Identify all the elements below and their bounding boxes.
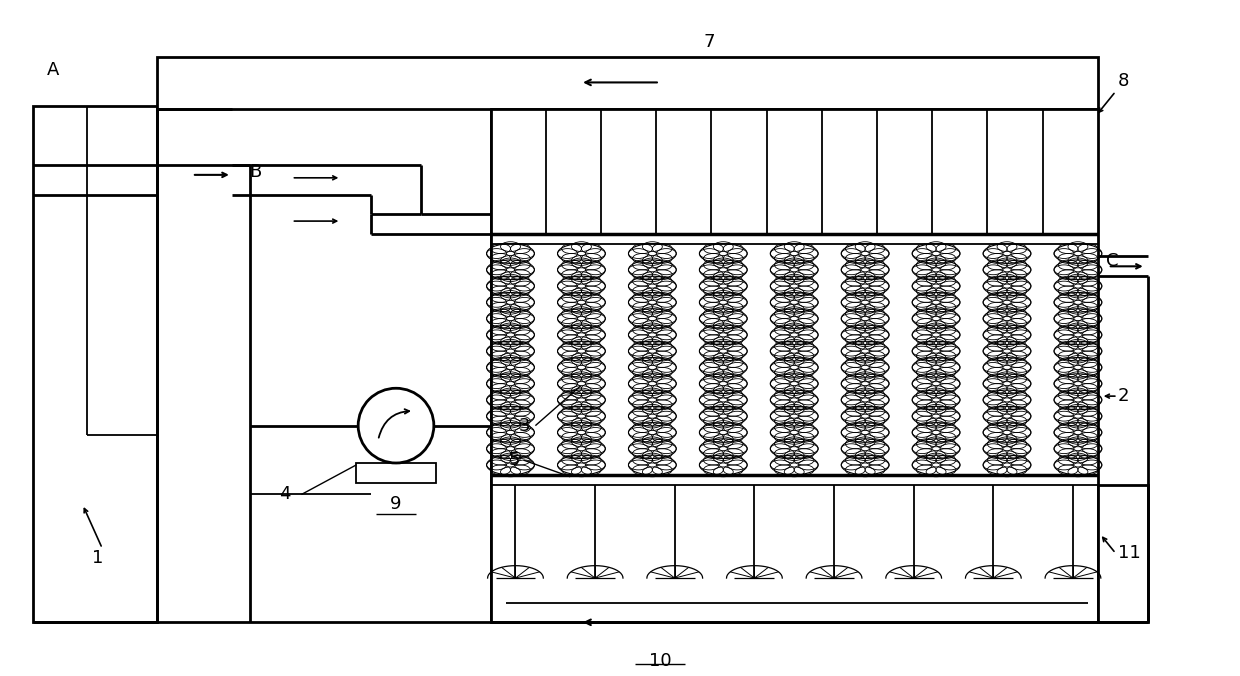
Text: A: A bbox=[46, 61, 58, 78]
Bar bbox=[157, 57, 1097, 109]
Bar bbox=[356, 463, 435, 483]
Text: 4: 4 bbox=[279, 485, 291, 504]
Text: 9: 9 bbox=[391, 496, 402, 513]
Text: 7: 7 bbox=[704, 33, 715, 51]
Text: B: B bbox=[249, 163, 262, 181]
Text: 5: 5 bbox=[508, 451, 521, 469]
Text: 8: 8 bbox=[1117, 72, 1130, 91]
Text: 3: 3 bbox=[518, 416, 531, 435]
Bar bbox=[491, 109, 1097, 623]
Bar bbox=[32, 106, 157, 623]
Text: 2: 2 bbox=[1117, 387, 1130, 405]
Text: 10: 10 bbox=[649, 652, 671, 670]
Text: C: C bbox=[1106, 252, 1118, 270]
Text: 1: 1 bbox=[92, 550, 103, 567]
Bar bbox=[1097, 485, 1148, 623]
Text: 11: 11 bbox=[1117, 544, 1141, 562]
